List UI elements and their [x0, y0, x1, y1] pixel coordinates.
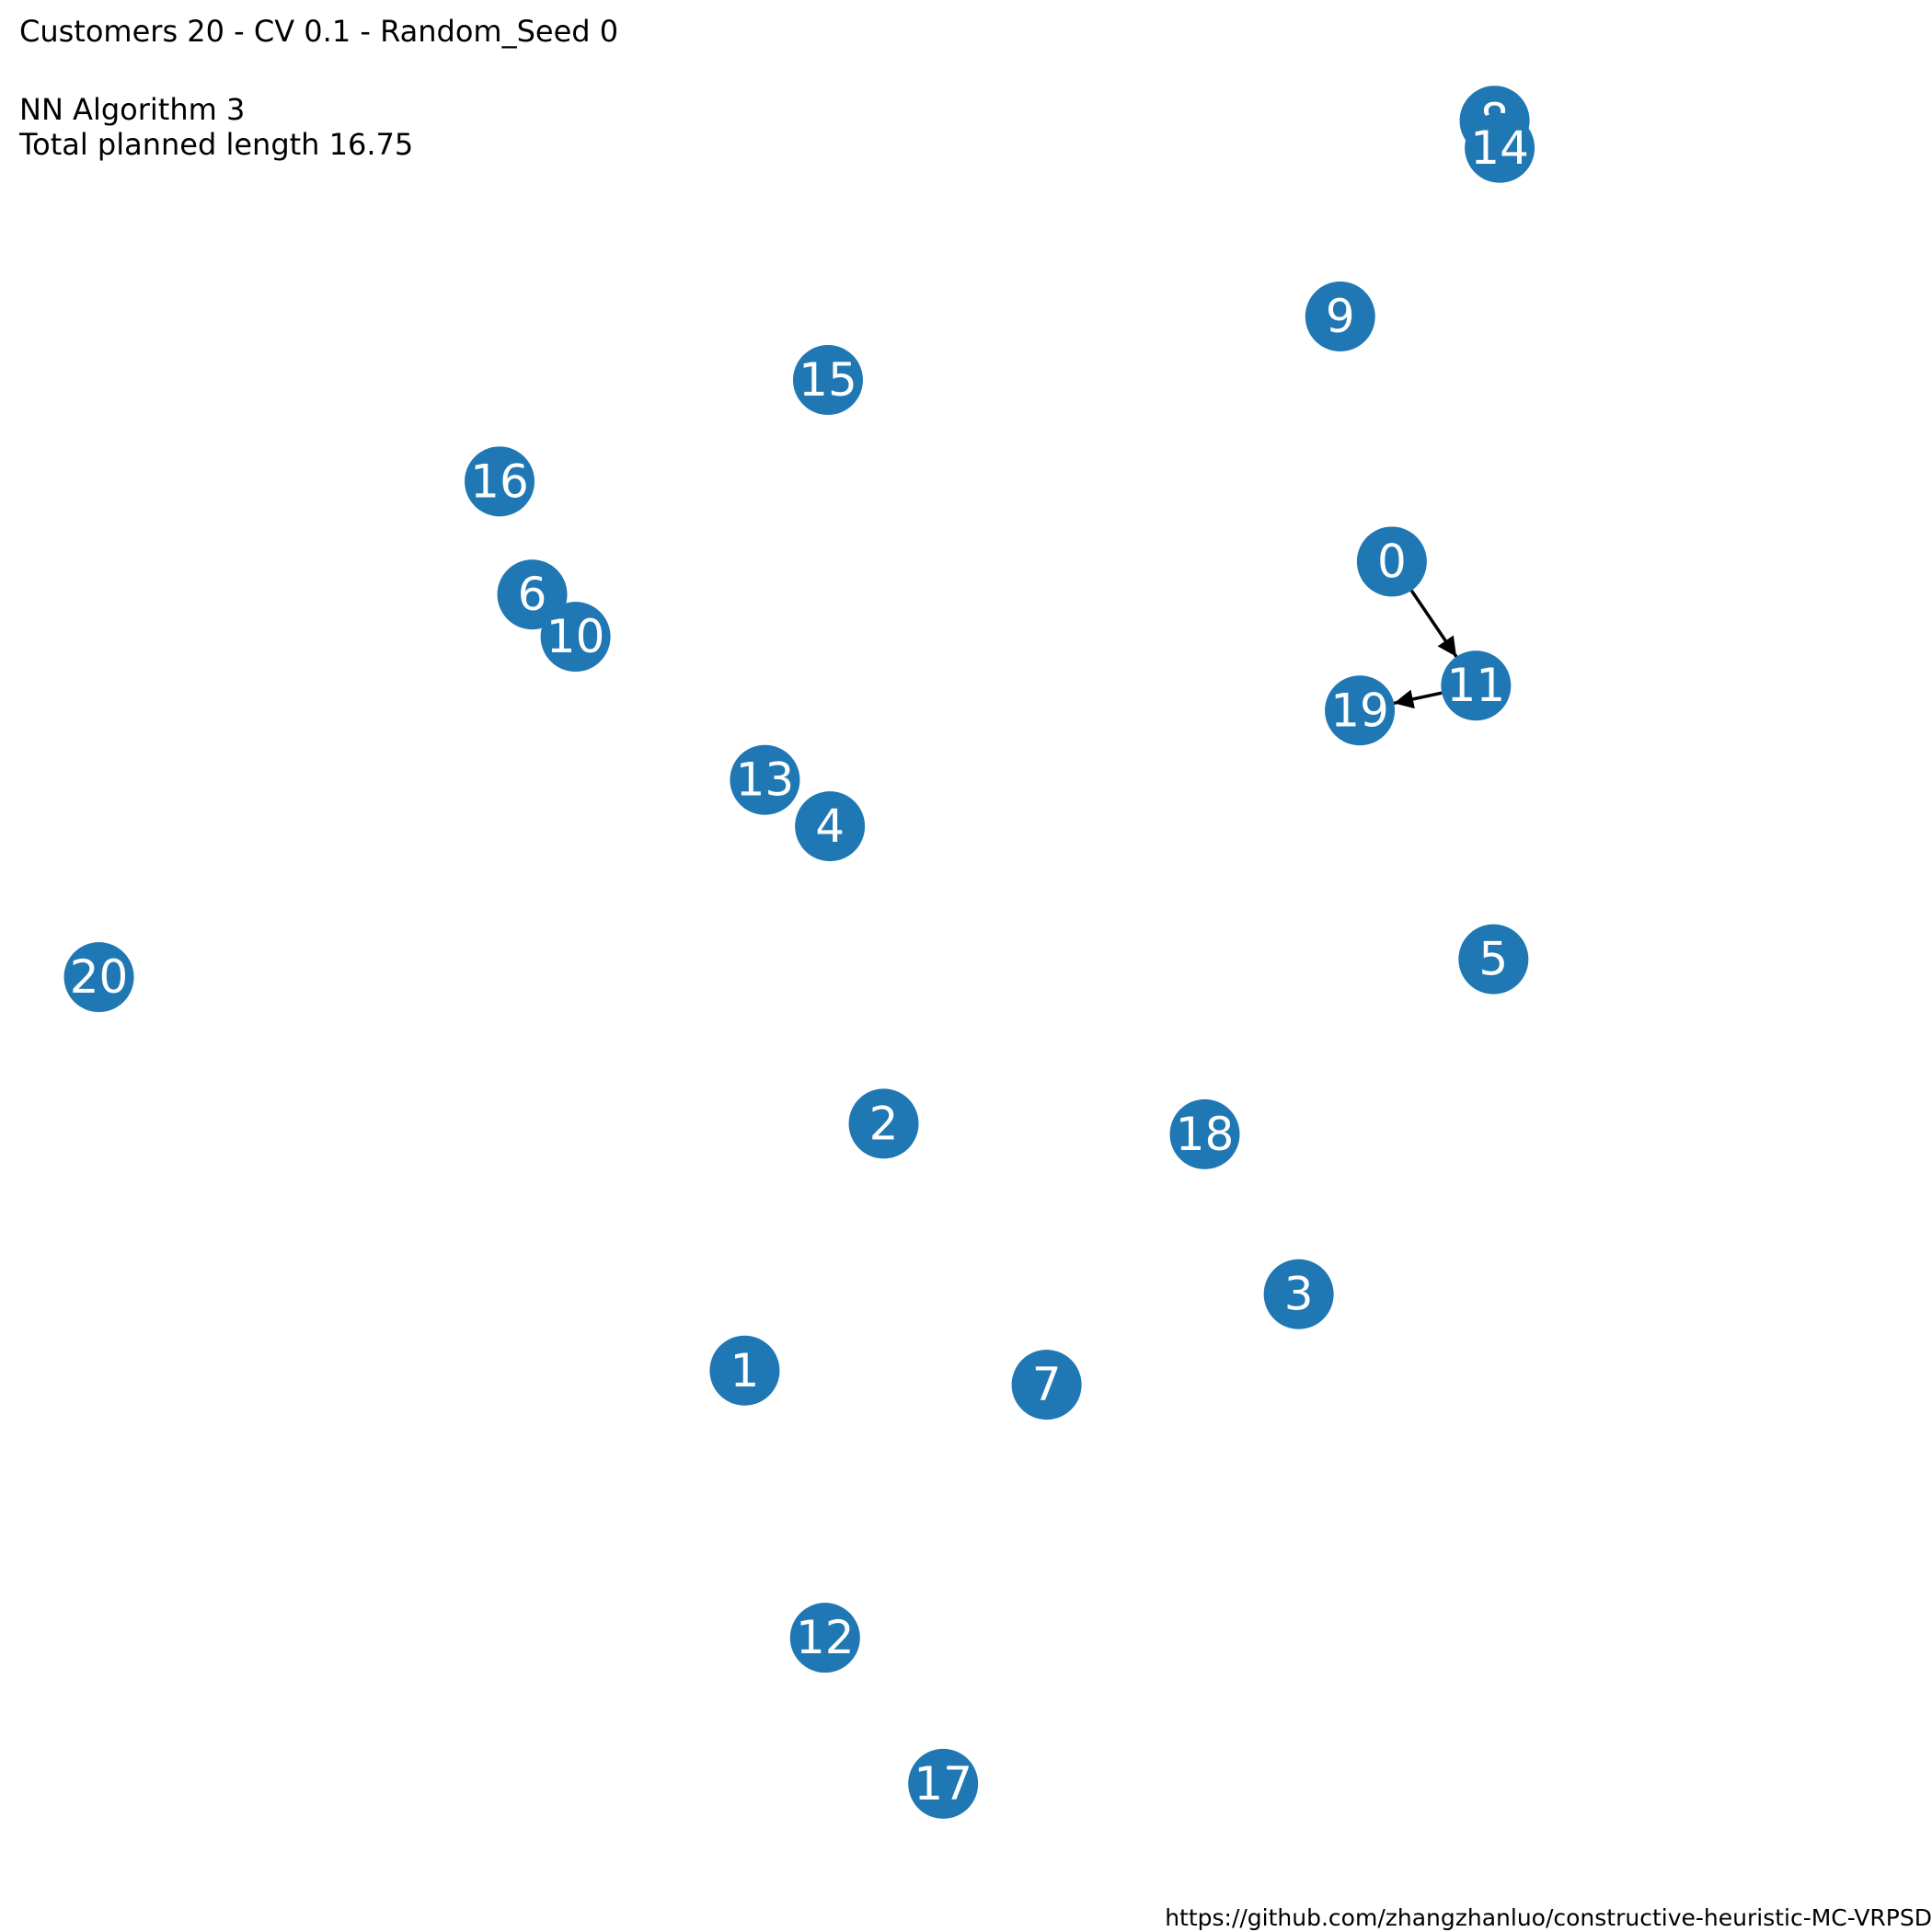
node-circle [497, 559, 568, 630]
algorithm-label: NN Algorithm 3 [19, 92, 246, 127]
node-13: 13 [730, 744, 800, 815]
node-label: 19 [1330, 684, 1389, 737]
node-6: 6 [497, 559, 568, 630]
node-label: 11 [1447, 659, 1506, 712]
node-circle [1305, 281, 1375, 351]
node-circle [1458, 924, 1529, 995]
edge-0-11 [1409, 589, 1458, 658]
node-circle [464, 446, 535, 517]
nodes-layer: 01234567891011121314151617181920 [63, 86, 1535, 1819]
node-label: 0 [1377, 535, 1407, 588]
node-circle [1441, 650, 1512, 721]
total-length-label: Total planned length 16.75 [19, 127, 414, 162]
node-circle [789, 1603, 860, 1673]
node-2: 2 [848, 1088, 919, 1159]
node-label: 18 [1176, 1108, 1235, 1161]
node-12: 12 [789, 1603, 860, 1673]
node-circle [1169, 1098, 1240, 1169]
node-9: 9 [1305, 281, 1375, 351]
node-circle [908, 1748, 979, 1819]
node-label: 2 [869, 1097, 899, 1150]
node-11: 11 [1441, 650, 1512, 721]
node-label: 9 [1326, 290, 1355, 343]
node-circle [1465, 112, 1535, 183]
node-label: 13 [736, 753, 795, 807]
node-circle [792, 345, 863, 416]
node-0: 0 [1356, 526, 1427, 597]
node-label: 1 [730, 1344, 759, 1397]
node-circle [730, 744, 800, 815]
node-label: 4 [815, 799, 845, 853]
node-14: 14 [1465, 112, 1535, 183]
node-label: 16 [470, 454, 529, 508]
edge-11-19 [1393, 689, 1443, 709]
node-3: 3 [1263, 1259, 1334, 1329]
node-1: 1 [709, 1335, 780, 1406]
node-label: 3 [1284, 1268, 1314, 1321]
node-4: 4 [795, 791, 866, 862]
node-15: 15 [792, 345, 863, 416]
node-label: 20 [70, 950, 129, 1004]
node-circle [709, 1335, 780, 1406]
node-circle [540, 602, 611, 673]
edges-layer [1393, 589, 1458, 709]
chart-title: Customers 20 - CV 0.1 - Random_Seed 0 [19, 14, 619, 49]
node-10: 10 [540, 602, 611, 673]
node-label: 10 [546, 610, 605, 663]
node-16: 16 [464, 446, 535, 517]
node-17: 17 [908, 1748, 979, 1819]
node-7: 7 [1011, 1350, 1082, 1420]
node-circle [63, 942, 134, 1013]
node-label: 5 [1478, 933, 1508, 986]
node-circle [1325, 675, 1396, 746]
node-label: 12 [796, 1611, 855, 1664]
node-label: 14 [1470, 121, 1529, 175]
node-label: 6 [518, 568, 547, 621]
source-url: https://github.com/zhangzhanluo/construc… [1165, 1904, 1932, 1931]
node-19: 19 [1325, 675, 1396, 746]
node-5: 5 [1458, 924, 1529, 995]
node-label: 7 [1032, 1358, 1062, 1411]
node-circle [848, 1088, 919, 1159]
node-18: 18 [1169, 1098, 1240, 1169]
node-circle [795, 791, 866, 862]
node-20: 20 [63, 942, 134, 1013]
node-label: 17 [914, 1757, 972, 1811]
node-label: 15 [799, 353, 857, 407]
node-circle [1011, 1350, 1082, 1420]
node-circle [1263, 1259, 1334, 1329]
node-circle [1356, 526, 1427, 597]
